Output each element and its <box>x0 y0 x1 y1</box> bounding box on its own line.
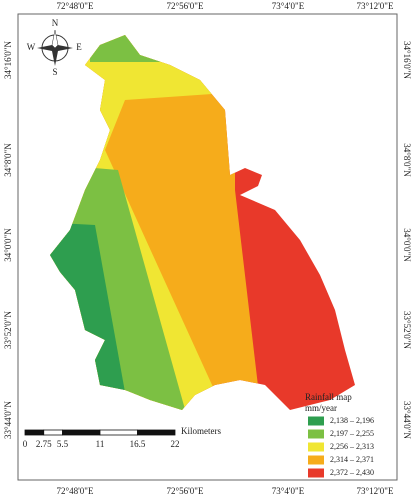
legend-label: 2,314 – 2,371 <box>330 455 374 464</box>
legend-swatch <box>308 429 324 439</box>
latitude-label: 33°52'0"N <box>402 311 412 349</box>
legend-swatch <box>308 416 324 426</box>
legend-title: Rainfall map <box>305 392 352 402</box>
latitude-label: 34°8'0"N <box>402 143 412 177</box>
longitude-label: 72°56'0"E <box>167 486 204 496</box>
compass-needle <box>51 29 59 49</box>
scale-label: 5.5 <box>57 439 69 449</box>
scale-segment <box>137 429 176 436</box>
longitude-label: 73°4'0"E <box>272 486 305 496</box>
legend-swatch <box>308 468 324 478</box>
longitude-label: 72°48'0"E <box>57 486 94 496</box>
scale-label: 16.5 <box>130 439 146 449</box>
legend-label: 2,138 – 2,196 <box>330 416 374 425</box>
latitude-label: 34°0'0"N <box>402 228 412 262</box>
scale-label: 2.75 <box>36 439 52 449</box>
scale-segment <box>24 429 45 436</box>
longitude-label: 72°56'0"E <box>167 1 204 11</box>
longitude-label: 73°4'0"E <box>272 1 305 11</box>
legend-label: 2,256 – 2,313 <box>330 442 374 451</box>
scale-label: 0 <box>23 439 28 449</box>
legend-label: 2,372 – 2,430 <box>330 468 374 477</box>
scale-unit: Kilometers <box>181 426 221 436</box>
scale-label: 11 <box>96 439 105 449</box>
compass-east: E <box>76 42 82 52</box>
latitude-label: 34°16'0"N <box>402 41 412 79</box>
latitude-label: 33°52'0"N <box>3 311 13 349</box>
latitude-label: 34°0'0"N <box>3 228 13 262</box>
compass-north: N <box>52 18 59 28</box>
scale-segment <box>62 429 101 436</box>
latitude-label: 33°44'0"N <box>3 401 13 439</box>
longitude-label: 72°48'0"E <box>57 1 94 11</box>
compass: N S E W <box>27 18 83 77</box>
scale-segment <box>99 429 138 436</box>
scale-segment <box>43 429 63 436</box>
compass-south: S <box>52 67 57 77</box>
longitude-label: 73°12'0"E <box>357 1 394 11</box>
legend-swatch <box>308 455 324 465</box>
latitude-label: 34°16'0"N <box>3 41 13 79</box>
legend-label: 2,197 – 2,255 <box>330 429 374 438</box>
latitude-label: 33°44'0"N <box>402 401 412 439</box>
legend-swatch <box>308 442 324 452</box>
latitude-label: 34°8'0"N <box>3 143 13 177</box>
compass-west: W <box>27 42 36 52</box>
longitude-label: 73°12'0"E <box>357 486 394 496</box>
legend-unit: mm/year <box>305 403 337 413</box>
scale-label: 22 <box>171 439 180 449</box>
